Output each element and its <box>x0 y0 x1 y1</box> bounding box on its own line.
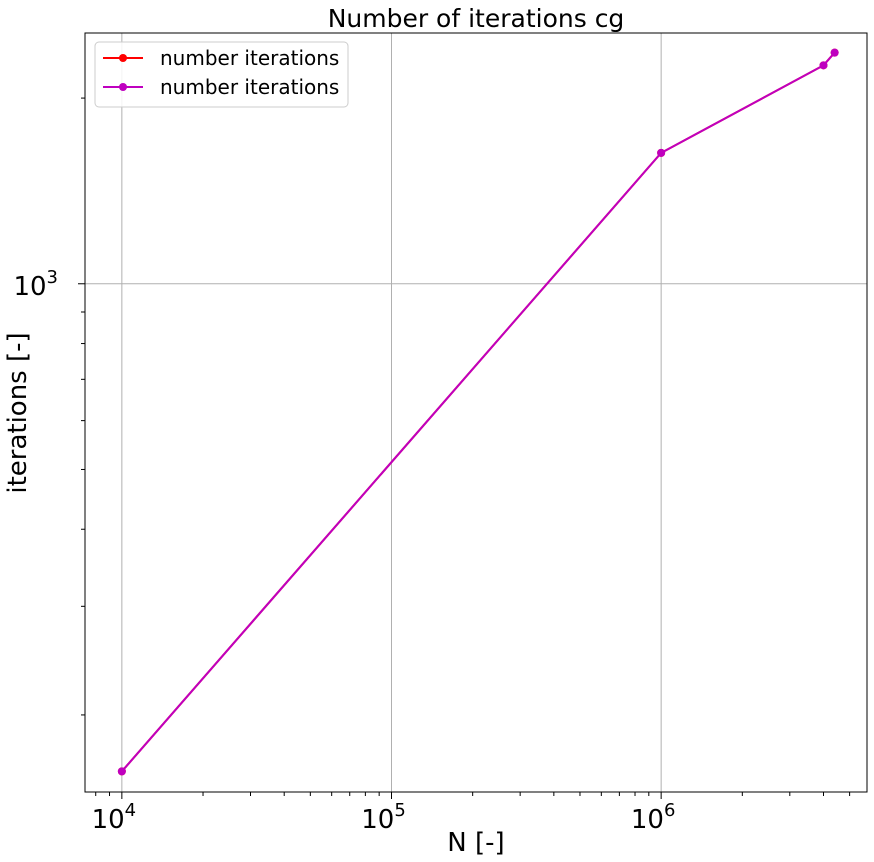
x-tick-exponent: 5 <box>394 800 405 821</box>
x-tick-label: 104 <box>92 800 137 835</box>
y-tick-label: 103 <box>13 267 58 302</box>
x-tick-base: 10 <box>361 805 394 835</box>
major-ticks <box>78 283 662 799</box>
legend-swatch-marker <box>119 54 127 62</box>
legend-label: number iterations <box>160 46 339 70</box>
y-tick-base: 10 <box>13 272 46 302</box>
legend-box <box>94 41 349 108</box>
grid <box>85 33 867 792</box>
legend-label: number iterations <box>160 75 339 99</box>
series-point <box>117 767 126 776</box>
series-layer <box>117 48 839 776</box>
legend-item: number iterations <box>103 46 339 70</box>
chart-title: Number of iterations cg <box>328 4 625 33</box>
legend: number iterations number iterations <box>94 41 349 108</box>
series-point <box>819 61 828 70</box>
x-tick-exponent: 4 <box>125 800 136 821</box>
legend-item: number iterations <box>103 75 339 99</box>
x-tick-exponent: 6 <box>664 800 675 821</box>
legend-swatch-marker <box>119 83 127 91</box>
minor-ticks <box>81 97 851 796</box>
x-tick-label: 105 <box>361 800 406 835</box>
series-point <box>830 48 839 57</box>
series-point <box>657 148 666 157</box>
x-axis-label: N [-] <box>447 828 504 858</box>
series-line <box>121 51 836 773</box>
x-tick-base: 10 <box>631 805 664 835</box>
x-tick-label: 106 <box>631 800 676 835</box>
y-tick-exponent: 3 <box>47 267 58 288</box>
series-1 <box>117 48 839 776</box>
plot-frame <box>84 32 868 793</box>
y-axis-label: iterations [-] <box>3 332 33 493</box>
x-tick-base: 10 <box>92 805 125 835</box>
